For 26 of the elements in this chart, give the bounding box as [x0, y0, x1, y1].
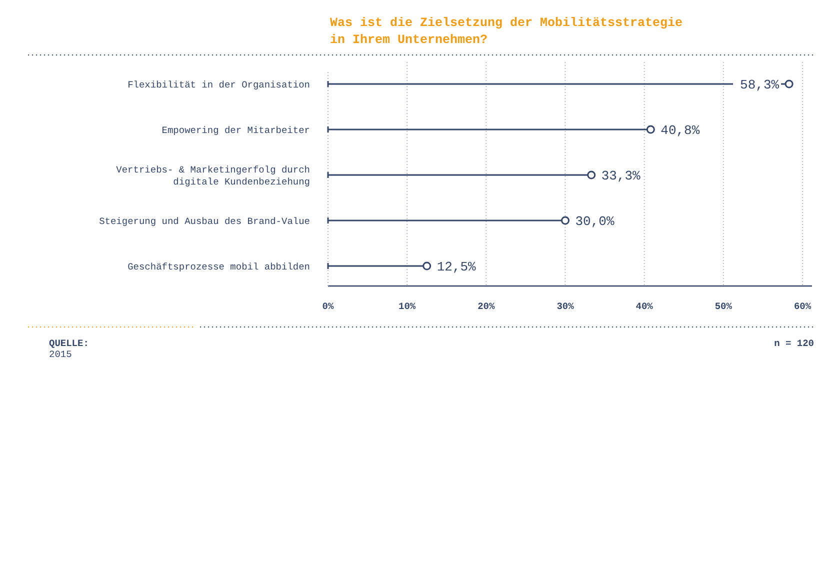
- data-label: 33,3%: [601, 168, 641, 184]
- text: n = 120: [774, 338, 814, 349]
- point: [646, 125, 655, 134]
- x-tick-label: 20%: [478, 301, 496, 312]
- data-label: 58,3%: [740, 78, 780, 93]
- x-tick-label: 60%: [794, 301, 812, 312]
- x-tick-label: 40%: [636, 301, 654, 312]
- x-tick-label: 10%: [398, 301, 416, 312]
- x-tick-label: 50%: [714, 301, 732, 312]
- data-label: 30,0%: [575, 214, 614, 230]
- point: [422, 262, 432, 270]
- data-label: 12,5%: [436, 260, 476, 275]
- point: [561, 216, 570, 225]
- chart-title: Was ist die Zielsetzung der Mobilitätsstrategie in Ihrem Unternehmen?: [330, 16, 683, 47]
- y-tick-label: Empowering der Mitarbeiter: [162, 124, 310, 136]
- y-tick-label: Vertriebs- & Marketingerfolg durch digitale Kundenbeziehung: [116, 164, 310, 188]
- point: [587, 170, 596, 180]
- y-tick-label: Geschäftsprozesse mobil abbilden: [128, 261, 310, 272]
- x-tick-label: 0%: [322, 301, 334, 312]
- x-tick-label: 30%: [556, 301, 574, 312]
- data-label: 40,8%: [660, 123, 700, 138]
- y-tick-label: Steigerung und Ausbau des Brand-Value: [99, 216, 310, 227]
- point: [784, 80, 794, 88]
- source-note: QUELLE:: [49, 338, 89, 349]
- y-tick-label: Flexibilität in der Organisation: [128, 79, 310, 90]
- text: 2015: [49, 349, 72, 360]
